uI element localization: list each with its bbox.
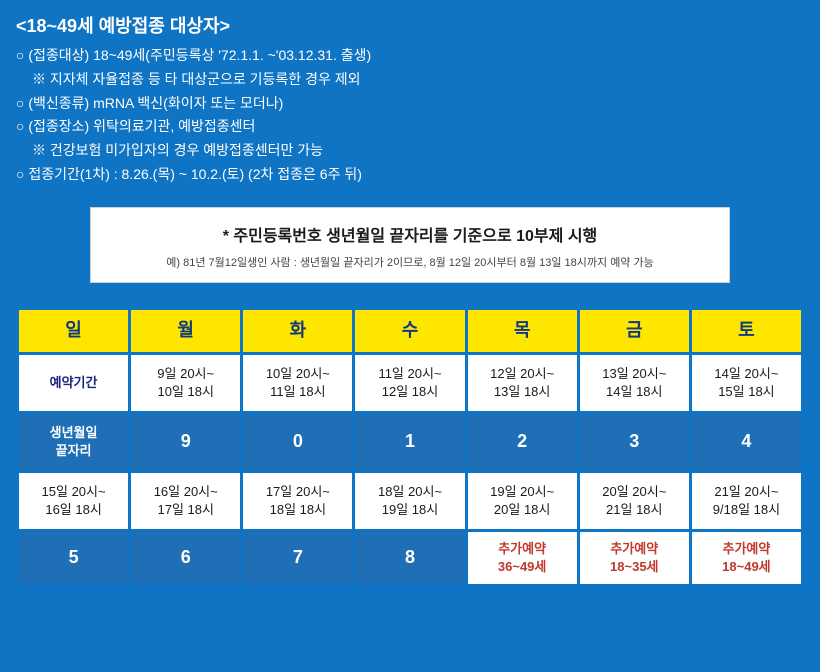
cell: 13일 20시~14일 18시: [580, 355, 689, 411]
cell-extra: 추가예약18~35세: [580, 532, 689, 584]
table-header-row: 일 월 화 수 목 금 토: [19, 310, 801, 352]
bullet-sub: ※ 건강보험 미가입자의 경우 예방접종센터만 가능: [16, 139, 804, 163]
cell: 17일 20시~18일 18시: [243, 473, 352, 529]
cell-extra: 추가예약18~49세: [692, 532, 801, 584]
cell: 11일 20시~12일 18시: [355, 355, 464, 411]
day-header: 일: [19, 310, 128, 352]
bullet-item: ○ (접종장소) 위탁의료기관, 예방접종센터: [16, 115, 804, 139]
table-row: 15일 20시~16일 18시 16일 20시~17일 18시 17일 20시~…: [19, 473, 801, 529]
cell: 9일 20시~10일 18시: [131, 355, 240, 411]
info-box: * 주민등록번호 생년월일 끝자리를 기준으로 10부제 시행 예) 81년 7…: [90, 207, 730, 283]
cell: 16일 20시~17일 18시: [131, 473, 240, 529]
info-box-sub: 예) 81년 7월12일생인 사람 : 생년월일 끝자리가 2이므로, 8월 1…: [103, 254, 717, 270]
cell: 0: [243, 414, 352, 470]
cell: 14일 20시~15일 18시: [692, 355, 801, 411]
day-header: 수: [355, 310, 464, 352]
cell: 12일 20시~13일 18시: [468, 355, 577, 411]
cell: 20일 20시~21일 18시: [580, 473, 689, 529]
table-row: 예약기간 9일 20시~10일 18시 10일 20시~11일 18시 11일 …: [19, 355, 801, 411]
day-header: 월: [131, 310, 240, 352]
cell: 21일 20시~9/18일 18시: [692, 473, 801, 529]
cell: 15일 20시~16일 18시: [19, 473, 128, 529]
cell: 10일 20시~11일 18시: [243, 355, 352, 411]
cell: 18일 20시~19일 18시: [355, 473, 464, 529]
day-header: 화: [243, 310, 352, 352]
day-header: 목: [468, 310, 577, 352]
cell: 3: [580, 414, 689, 470]
bullet-item: ○ 접종기간(1차) : 8.26.(목) ~ 10.2.(토) (2차 접종은…: [16, 163, 804, 187]
row-label: 예약기간: [19, 355, 128, 411]
page-title: <18~49세 예방접종 대상자>: [16, 12, 804, 38]
bullet-item: ○ (백신종류) mRNA 백신(화이자 또는 모더나): [16, 92, 804, 116]
bullet-item: ○ (접종대상) 18~49세(주민등록상 '72.1.1. ~'03.12.3…: [16, 44, 804, 68]
cell: 19일 20시~20일 18시: [468, 473, 577, 529]
table-row: 생년월일 끝자리 9 0 1 2 3 4: [19, 414, 801, 470]
cell: 1: [355, 414, 464, 470]
row-label: 생년월일 끝자리: [19, 414, 128, 470]
table-row: 5 6 7 8 추가예약36~49세 추가예약18~35세 추가예약18~49세: [19, 532, 801, 584]
bullet-sub: ※ 지자체 자율접종 등 타 대상군으로 기등록한 경우 제외: [16, 68, 804, 92]
cell: 9: [131, 414, 240, 470]
cell: 8: [355, 532, 464, 584]
bullet-list: ○ (접종대상) 18~49세(주민등록상 '72.1.1. ~'03.12.3…: [16, 44, 804, 187]
day-header: 토: [692, 310, 801, 352]
cell: 2: [468, 414, 577, 470]
cell-extra: 추가예약36~49세: [468, 532, 577, 584]
cell: 6: [131, 532, 240, 584]
day-header: 금: [580, 310, 689, 352]
cell: 7: [243, 532, 352, 584]
cell: 4: [692, 414, 801, 470]
schedule-table: 일 월 화 수 목 금 토 예약기간 9일 20시~10일 18시 10일 20…: [16, 307, 804, 587]
cell: 5: [19, 532, 128, 584]
info-box-title: * 주민등록번호 생년월일 끝자리를 기준으로 10부제 시행: [103, 222, 717, 246]
